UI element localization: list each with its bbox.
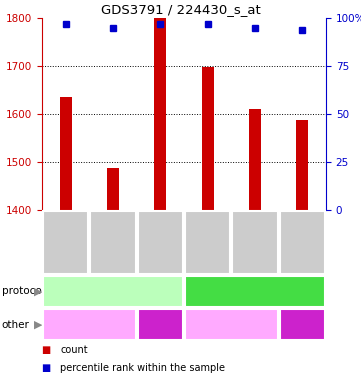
Text: GSM554072: GSM554072	[109, 217, 117, 268]
Text: BRCA1 depletion: BRCA1 depletion	[208, 286, 301, 296]
Text: GSM554075: GSM554075	[298, 217, 307, 268]
Text: GSM554071: GSM554071	[203, 217, 212, 268]
Text: GSM554073: GSM554073	[251, 217, 260, 268]
Text: total RNA: total RNA	[205, 319, 258, 329]
Text: count: count	[60, 345, 88, 355]
Text: ▶: ▶	[34, 286, 42, 296]
Text: total RNA: total RNA	[63, 319, 116, 329]
Text: mRNA: mRNA	[285, 319, 319, 329]
Bar	[60, 97, 71, 210]
Text: GSM554074: GSM554074	[156, 217, 165, 268]
Text: ■: ■	[42, 363, 55, 373]
Text: ■: ■	[42, 345, 55, 355]
Text: mRNA: mRNA	[143, 319, 178, 329]
Bar	[249, 109, 261, 210]
Text: other: other	[2, 319, 30, 329]
Text: control: control	[94, 286, 132, 296]
Text: protocol: protocol	[2, 286, 44, 296]
Text: GDS3791 / 224430_s_at: GDS3791 / 224430_s_at	[101, 3, 260, 17]
Bar	[296, 120, 308, 210]
Bar	[107, 168, 119, 210]
Bar	[155, 18, 166, 210]
Text: ▶: ▶	[34, 319, 42, 329]
Text: percentile rank within the sample: percentile rank within the sample	[60, 363, 225, 373]
Text: GSM554070: GSM554070	[61, 217, 70, 268]
Bar	[202, 68, 214, 210]
